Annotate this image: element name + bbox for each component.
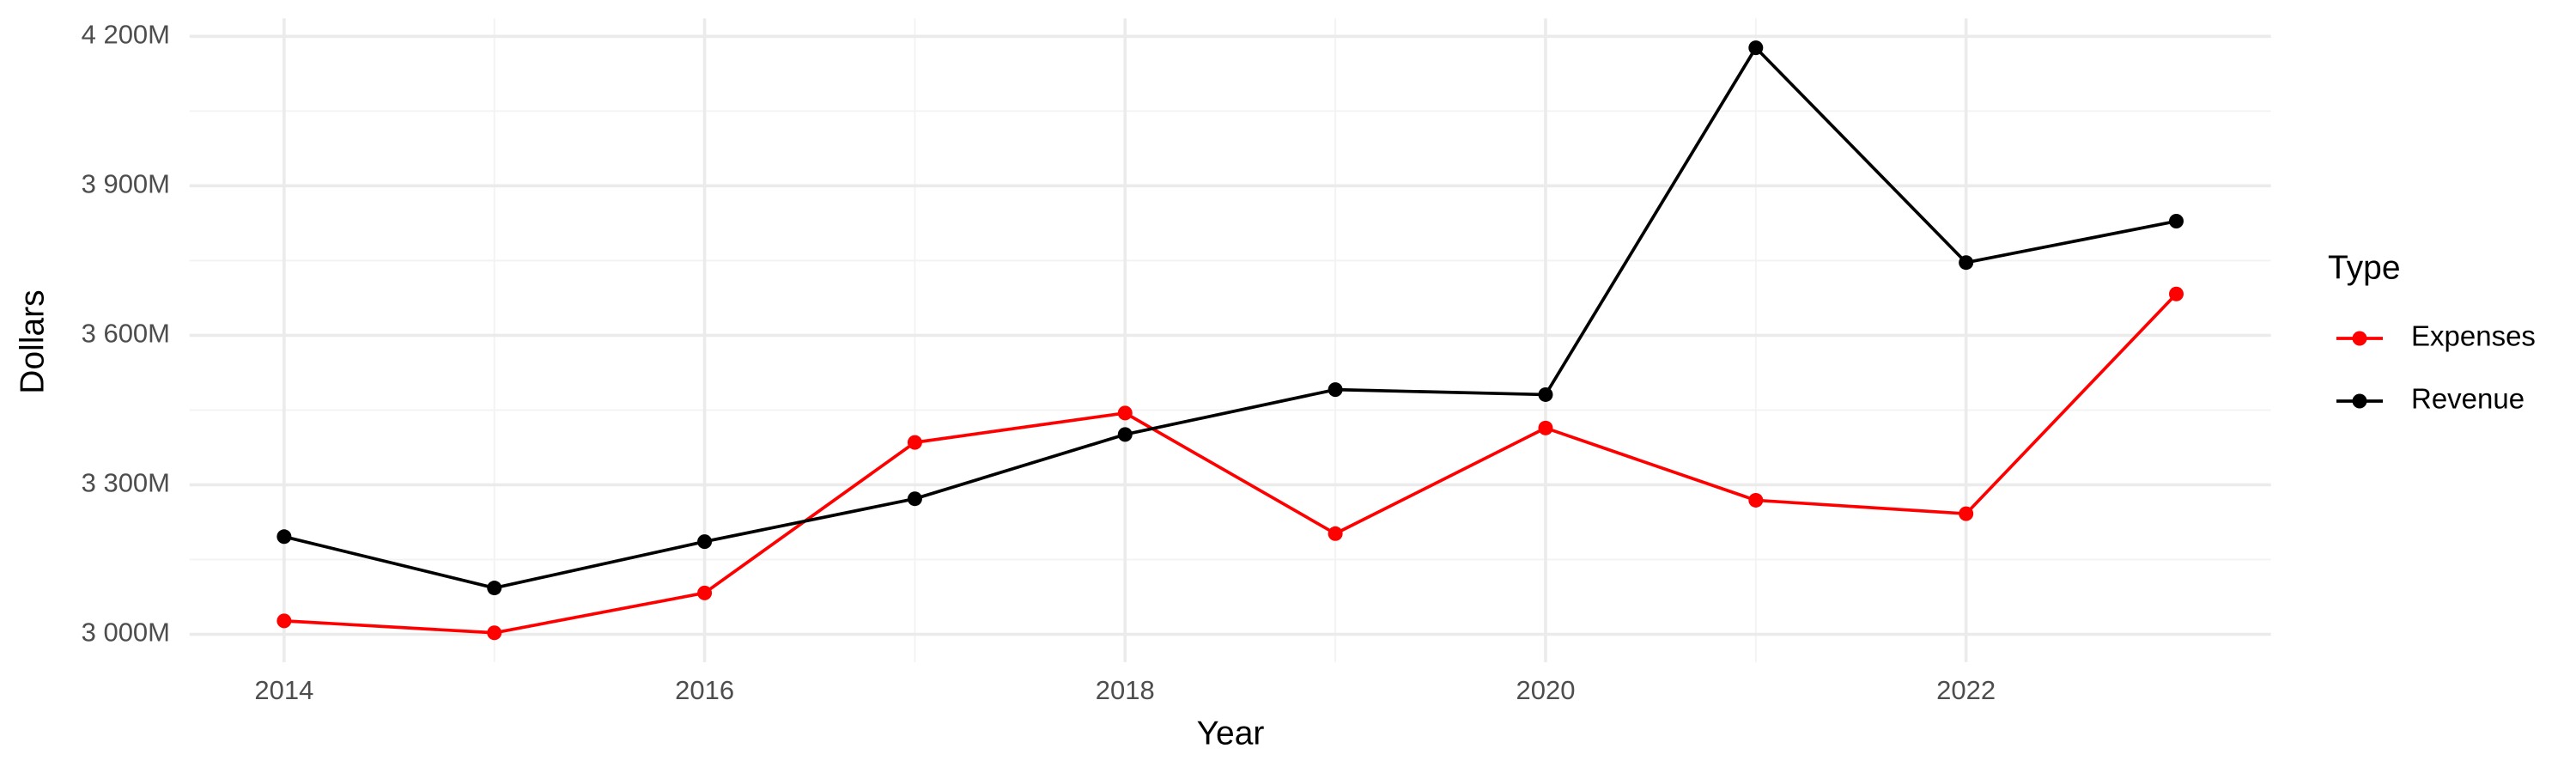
legend-item: Expenses — [2336, 320, 2536, 352]
data-point — [2169, 286, 2184, 301]
series-line — [283, 292, 2178, 635]
x-tick-label: 2018 — [1096, 675, 1155, 705]
legend-label: Expenses — [2411, 320, 2536, 352]
x-tick-label: 2020 — [1516, 675, 1575, 705]
series-line — [283, 46, 2177, 590]
grid — [189, 18, 2271, 662]
y-tick-label: 4 200M — [82, 19, 170, 49]
x-tick-label: 2014 — [254, 675, 313, 705]
data-point — [276, 613, 292, 629]
legend-key-point — [2352, 331, 2367, 346]
data-point — [487, 625, 502, 641]
y-tick-label: 3 300M — [82, 468, 170, 498]
data-point — [697, 585, 713, 600]
data-point — [1538, 386, 1553, 402]
data-point — [1959, 255, 1974, 271]
x-tick-label: 2022 — [1936, 675, 1996, 705]
data-point — [1327, 526, 1343, 541]
data-point — [1748, 492, 1764, 508]
data-point — [487, 581, 502, 596]
data-point — [1748, 40, 1764, 56]
data-point — [276, 529, 292, 545]
marks — [276, 40, 2184, 641]
data-point — [1117, 405, 1133, 421]
data-point — [1327, 382, 1343, 398]
x-axis-title: Year — [1197, 715, 1265, 752]
data-point — [2169, 214, 2184, 229]
y-tick-label: 3 600M — [82, 319, 170, 349]
data-point — [907, 491, 922, 507]
y-axis-title: Dollars — [14, 289, 51, 393]
data-point — [1538, 420, 1553, 435]
legend-item: Revenue — [2336, 383, 2524, 415]
data-point — [697, 534, 713, 550]
legend-title: Type — [2328, 249, 2401, 286]
data-point — [907, 435, 922, 450]
y-tick-label: 3 900M — [82, 169, 170, 199]
legend-key-point — [2352, 393, 2367, 409]
data-point — [1117, 427, 1133, 442]
y-tick-label: 3 000M — [82, 618, 170, 648]
legend-label: Revenue — [2411, 383, 2524, 415]
x-tick-label: 2016 — [675, 675, 734, 705]
data-point — [1959, 506, 1974, 521]
